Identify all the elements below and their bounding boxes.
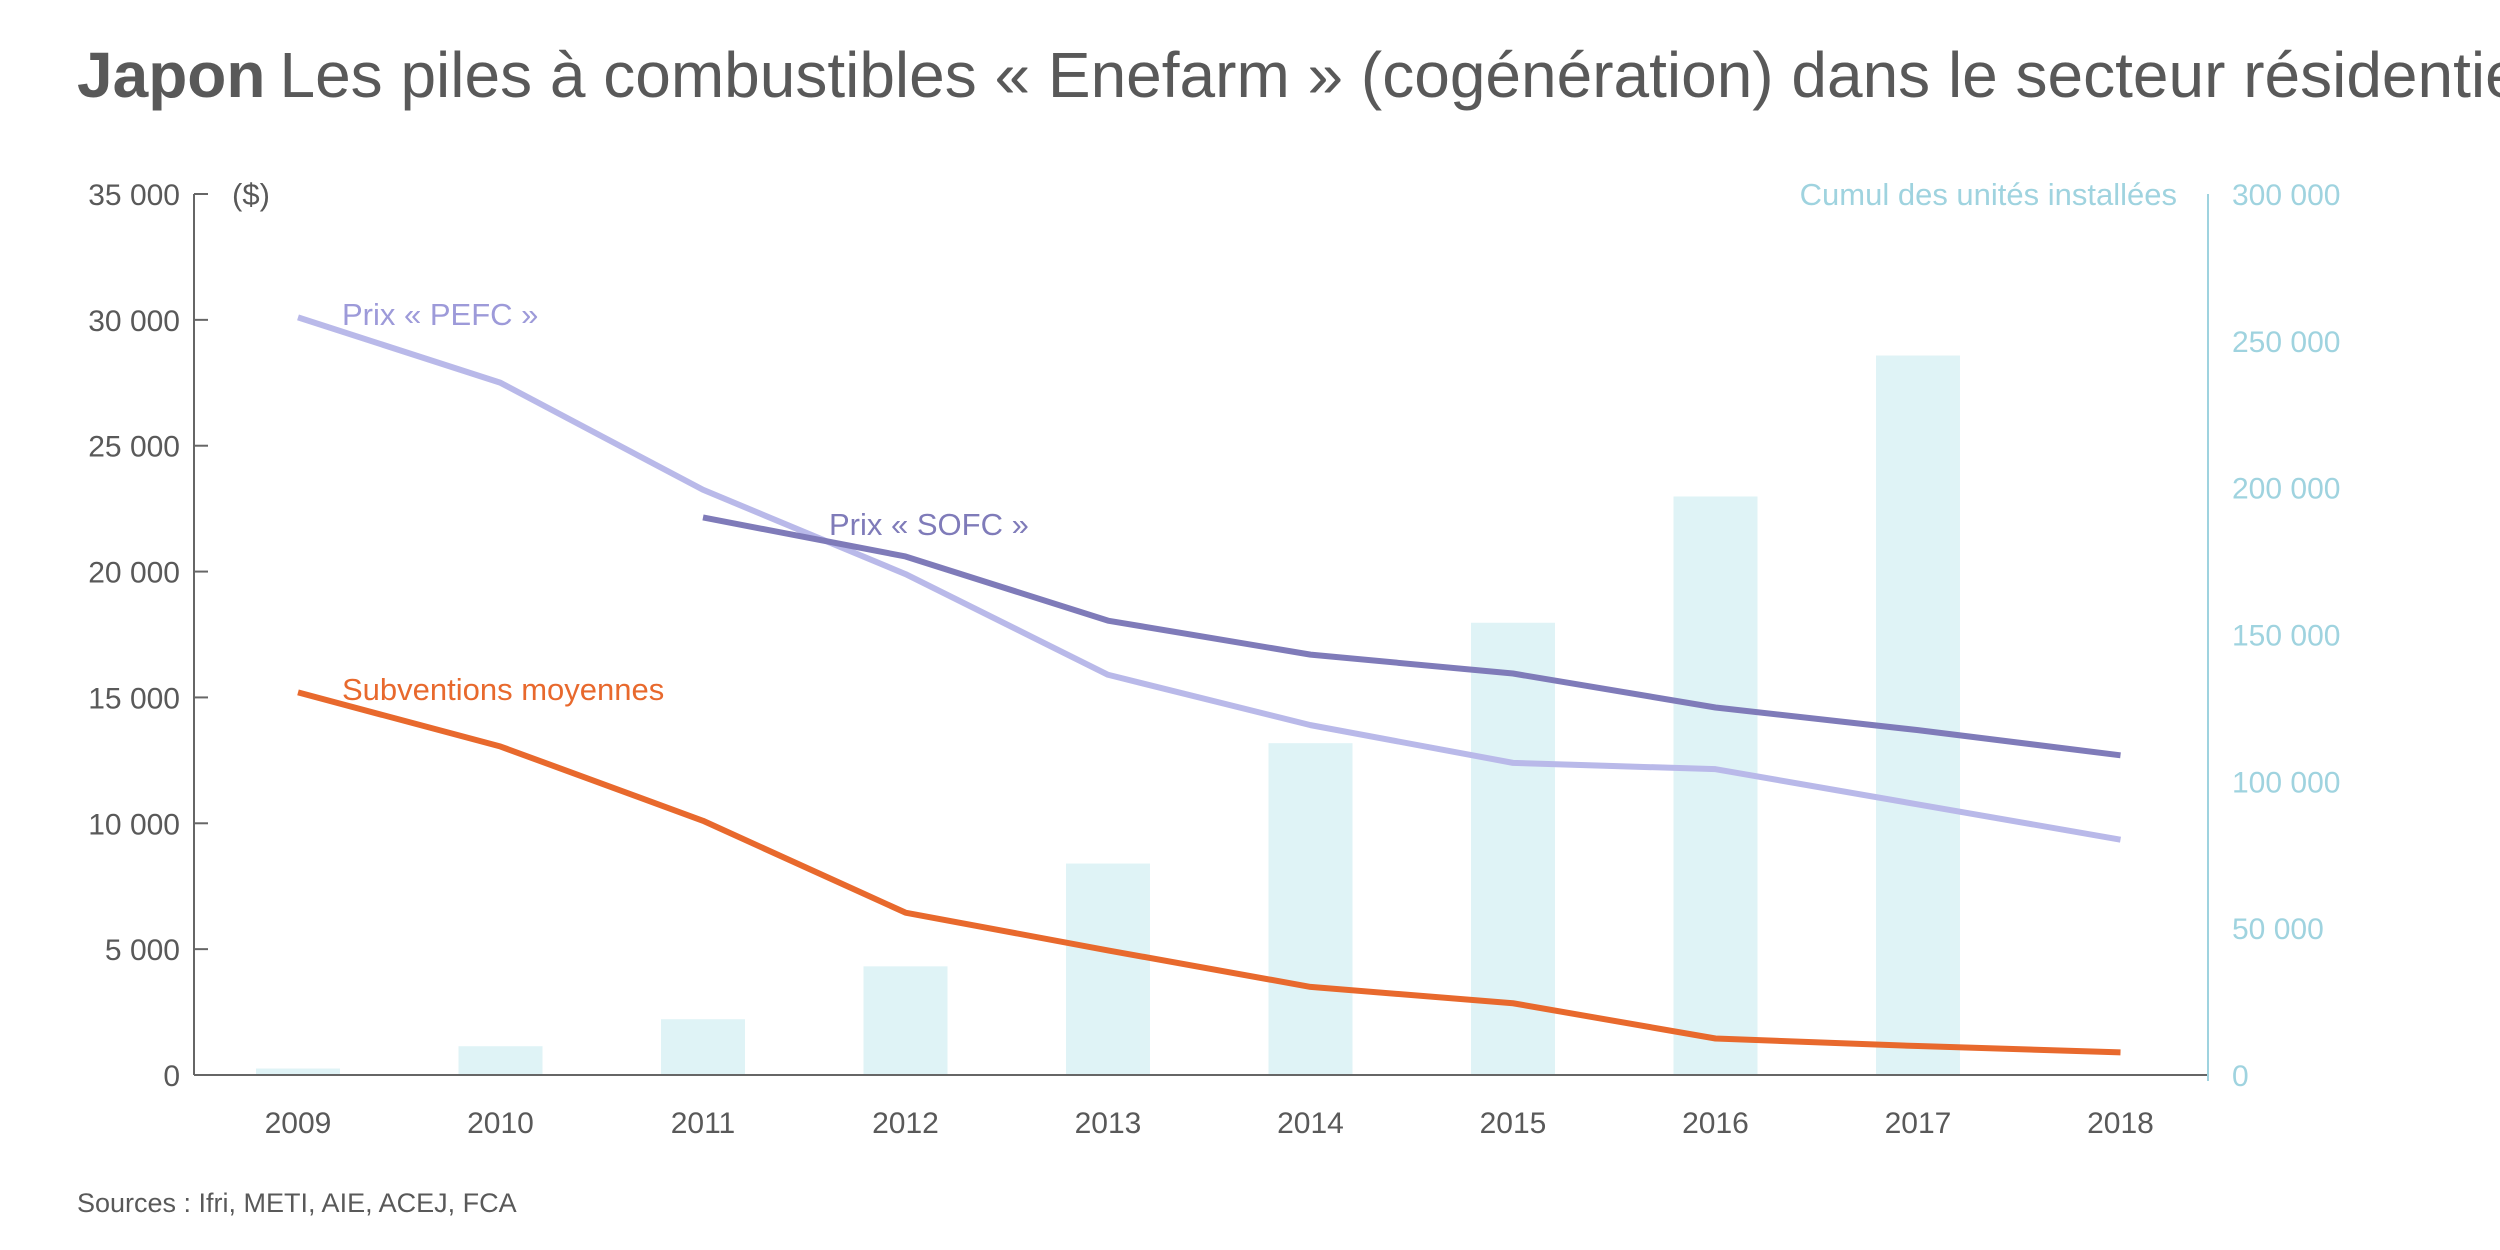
lines-group <box>297 314 2122 1056</box>
bar-2012 <box>863 966 948 1075</box>
chart-title: Japon Les piles à combustibles « Enefarm … <box>77 39 2500 111</box>
right-tick-label: 50 000 <box>2232 913 2324 946</box>
left-tick-label: 0 <box>163 1060 180 1093</box>
x-tick-label: 2011 <box>671 1107 736 1140</box>
x-tick-label: 2014 <box>1277 1107 1344 1140</box>
x-tick-label: 2017 <box>1885 1107 1952 1140</box>
x-tick-label: 2009 <box>265 1107 332 1140</box>
left-tick-label: 30 000 <box>88 305 180 338</box>
bar-2017 <box>1876 355 1960 1075</box>
bars-group <box>256 355 1960 1075</box>
left-axis-unit: ($) <box>232 177 270 212</box>
left-tick-label: 5 000 <box>105 934 180 967</box>
bar-2011 <box>661 1019 745 1075</box>
x-tick-label: 2010 <box>467 1107 534 1140</box>
left-tick-label: 20 000 <box>88 557 180 590</box>
right-axis-label: Cumul des unités installées <box>1800 177 2177 212</box>
left-tick-label: 25 000 <box>88 431 180 464</box>
source-note: Sources : Ifri, METI, AIE, ACEJ, FCA <box>77 1188 517 1218</box>
line-pefc <box>297 314 2122 843</box>
series-label-subsidies: Subventions moyennes <box>342 672 664 707</box>
bar-2010 <box>458 1046 543 1075</box>
x-tick-label: 2012 <box>872 1107 939 1140</box>
right-tick-label: 250 000 <box>2232 326 2340 359</box>
bar-2016 <box>1673 496 1758 1075</box>
bar-2013 <box>1066 863 1150 1075</box>
series-label-sofc: Prix « SOFC » <box>829 507 1029 542</box>
bar-2014 <box>1268 743 1353 1075</box>
axes-group: 0 5 000 10 000 15 000 20 000 25 000 30 000 35 0… <box>88 179 2340 1140</box>
left-tick-label: 35 000 <box>88 179 180 212</box>
right-tick-label: 100 000 <box>2232 766 2340 799</box>
line-sofc <box>702 514 2121 759</box>
x-tick-label: 2016 <box>1682 1107 1749 1140</box>
left-tick-label: 15 000 <box>88 682 180 715</box>
right-tick-label: 0 <box>2232 1060 2249 1093</box>
right-tick-label: 150 000 <box>2232 620 2340 653</box>
title-bold: Japon <box>77 39 265 111</box>
left-tick-label: 10 000 <box>88 808 180 841</box>
right-tick-label: 300 000 <box>2232 179 2340 212</box>
series-label-pefc: Prix « PEFC » <box>342 297 538 332</box>
title-rest: Les piles à combustibles « Enefarm » (co… <box>279 39 2500 111</box>
x-tick-label: 2013 <box>1075 1107 1142 1140</box>
bar-2009 <box>256 1068 340 1075</box>
line-subsidies <box>297 689 2121 1056</box>
x-tick-label: 2015 <box>1480 1107 1547 1140</box>
x-tick-label: 2018 <box>2087 1107 2154 1140</box>
right-tick-label: 200 000 <box>2232 473 2340 506</box>
